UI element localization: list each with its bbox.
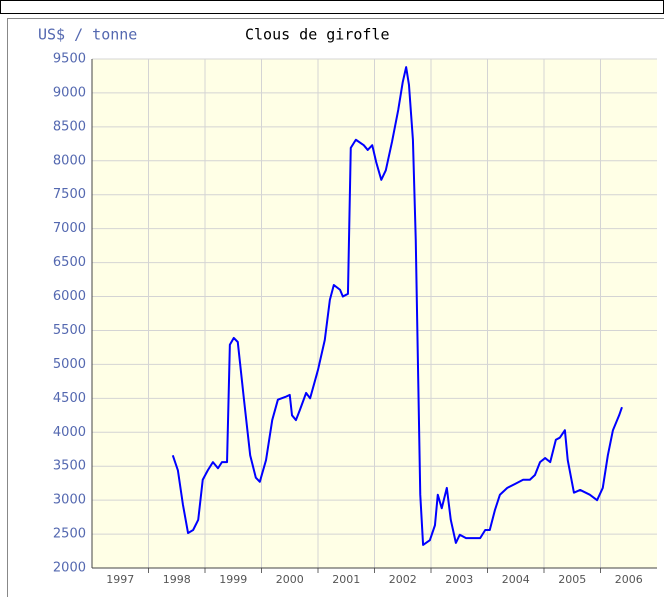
- y-tick-label: 6000: [53, 289, 86, 304]
- x-tick-label: 1999: [219, 573, 247, 586]
- y-tick-label: 3000: [53, 493, 86, 508]
- y-tick-label: 9500: [53, 52, 86, 67]
- top-frame: [0, 0, 664, 14]
- y-tick-label: 8500: [53, 119, 86, 134]
- x-tick-label: 2001: [332, 573, 360, 586]
- data-line: [171, 66, 623, 546]
- x-tick-label: 2004: [502, 573, 530, 586]
- y-tick-label: 7500: [53, 187, 86, 202]
- x-tick-label: 2005: [558, 573, 586, 586]
- y-tick-label: 5500: [53, 323, 86, 338]
- x-tick-label: 1998: [163, 573, 191, 586]
- x-tick-label: 2002: [389, 573, 417, 586]
- y-tick-label: 7000: [53, 221, 86, 236]
- y-tick-label: 5000: [53, 357, 86, 372]
- x-tick-label: 2006: [615, 573, 643, 586]
- x-tick-label: 1997: [106, 573, 134, 586]
- x-tick-label: 2000: [276, 573, 304, 586]
- x-tick-label: 2003: [445, 573, 473, 586]
- y-tick-label: 6500: [53, 255, 86, 270]
- y-tick-label: 4500: [53, 391, 86, 406]
- chart-title: Clous de girofle: [245, 26, 390, 44]
- y-tick-label: 2000: [53, 561, 86, 576]
- y-tick-label: 3500: [53, 459, 86, 474]
- y-axis-label: US$ / tonne: [38, 26, 137, 44]
- y-tick-label: 2500: [53, 527, 86, 542]
- y-tick-label: 8000: [53, 153, 86, 168]
- y-tick-label: 9000: [53, 85, 86, 100]
- y-tick-label: 4000: [53, 425, 86, 440]
